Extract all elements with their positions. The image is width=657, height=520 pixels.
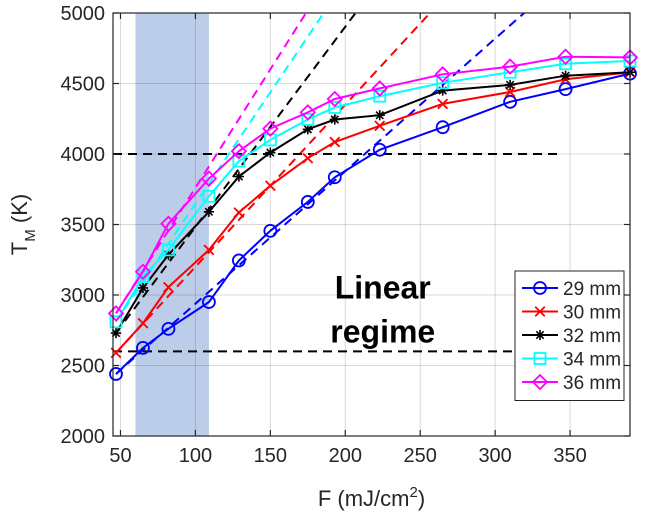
data-point — [233, 207, 245, 218]
data-point — [302, 152, 314, 164]
legend-item: 36 mm — [522, 373, 621, 394]
data-point — [109, 315, 123, 329]
data-point — [202, 295, 216, 309]
data-point — [162, 243, 175, 257]
data-point — [534, 329, 546, 341]
data-point — [231, 253, 246, 268]
data-point — [232, 154, 246, 168]
data-point — [531, 373, 549, 391]
data-point — [302, 124, 313, 135]
data-point — [374, 120, 386, 132]
data-point — [200, 170, 218, 187]
series-line — [115, 72, 631, 375]
y-tick-label: 2500 — [61, 356, 106, 378]
data-point — [161, 321, 176, 336]
y-tick-label: 5000 — [61, 3, 106, 25]
data-point — [557, 48, 574, 65]
data-point — [501, 58, 519, 75]
x-tick-label: 300 — [478, 445, 511, 467]
x-tick-label: 200 — [329, 445, 362, 467]
data-point — [558, 82, 573, 97]
data-point — [262, 120, 279, 137]
data-point — [230, 142, 248, 160]
legend-label: 32 mm — [563, 326, 621, 347]
y-tick-label: 2000 — [61, 426, 106, 448]
data-point — [263, 223, 278, 238]
data-point — [372, 142, 387, 157]
data-point — [327, 170, 342, 185]
data-point — [534, 306, 546, 317]
legend-label: 34 mm — [563, 350, 621, 371]
legend-label: 30 mm — [563, 303, 621, 324]
series-29-mm — [109, 66, 637, 381]
series-36-mm — [107, 48, 639, 322]
x-tick-label: 150 — [254, 445, 287, 467]
y-tick-label: 4000 — [61, 144, 106, 166]
data-point — [136, 340, 150, 355]
y-tick-label: 3000 — [61, 285, 106, 307]
x-tick-label: 350 — [553, 445, 586, 467]
legend-item: 29 mm — [522, 279, 621, 300]
data-point — [233, 171, 244, 182]
fit-line — [115, 13, 325, 323]
data-point — [329, 136, 341, 148]
data-point — [560, 70, 571, 81]
data-point — [374, 110, 385, 121]
x-tick-label: 250 — [404, 445, 437, 467]
data-point — [265, 147, 276, 158]
data-point — [134, 263, 152, 281]
data-point — [505, 79, 516, 91]
y-tick-label: 3500 — [61, 215, 106, 237]
data-point — [107, 305, 125, 322]
y-axis-label: TM (K) — [7, 194, 39, 255]
legend-item: 30 mm — [522, 303, 621, 324]
data-point — [559, 57, 572, 71]
data-point — [435, 120, 450, 135]
series-line — [115, 55, 631, 314]
data-point — [371, 80, 389, 97]
data-point — [434, 66, 451, 83]
data-point — [503, 94, 518, 109]
data-point — [436, 76, 450, 90]
data-point — [202, 189, 216, 203]
x-tick-label: 50 — [109, 445, 131, 467]
axes-layer: 50 100 150 200 250 300 350 2000 2500 3000 3500 4000… — [7, 3, 631, 511]
data-point — [329, 114, 340, 125]
data-point — [299, 104, 317, 121]
data-point — [328, 101, 342, 114]
data-point — [264, 180, 276, 192]
legend-item: 32 mm — [522, 326, 621, 347]
data-point — [109, 367, 123, 381]
data-point — [326, 90, 344, 108]
data-point — [533, 352, 547, 365]
data-point — [437, 85, 448, 96]
data-point — [160, 215, 177, 233]
annotation-text: Linear regime — [330, 270, 435, 350]
data-point — [203, 244, 215, 256]
y-tick-label: 4500 — [61, 74, 106, 96]
legend-label: 36 mm — [563, 373, 621, 394]
data-point — [373, 89, 387, 103]
annotation-layer: Linear regime — [330, 270, 435, 350]
data-point — [437, 98, 449, 110]
series-34-mm — [109, 54, 637, 329]
x-tick-label: 100 — [179, 445, 212, 467]
data-point — [163, 281, 174, 293]
data-point — [300, 195, 315, 209]
data-point — [533, 281, 547, 295]
data-point — [203, 206, 215, 217]
data-point — [137, 282, 149, 294]
x-axis-label: F (mJ/cm2) — [318, 484, 425, 511]
data-point — [137, 317, 149, 329]
fit-line — [115, 13, 432, 354]
legend-item: 34 mm — [522, 350, 621, 371]
data-point — [301, 113, 315, 126]
legend-label: 29 mm — [563, 279, 621, 300]
